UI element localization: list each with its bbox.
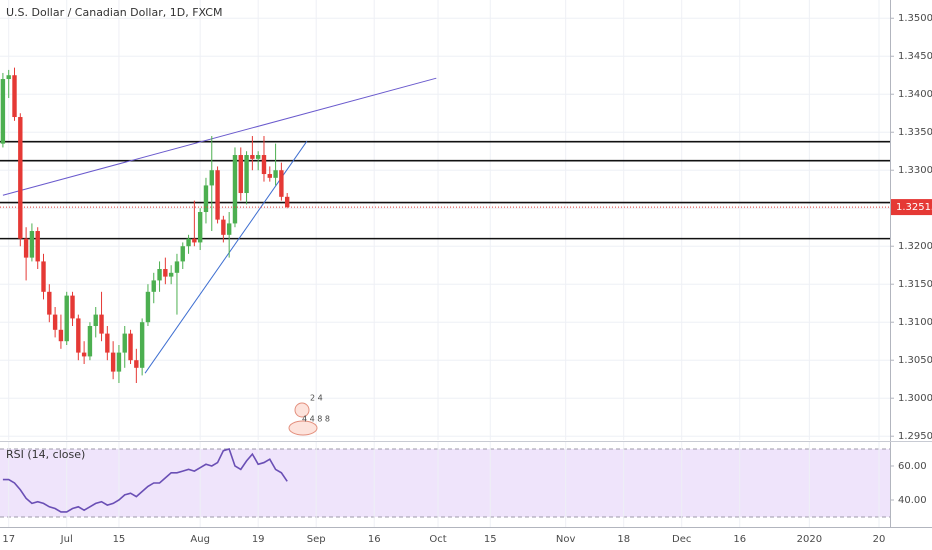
candle-body bbox=[81, 352, 87, 357]
event-icon bbox=[288, 420, 318, 436]
candle-body bbox=[232, 155, 238, 224]
candle-body bbox=[255, 155, 261, 159]
candle-body bbox=[215, 170, 220, 220]
event-label: 2 4 bbox=[310, 394, 323, 403]
candle-body bbox=[163, 269, 168, 277]
candle-body bbox=[238, 155, 243, 194]
y-tick-label: 40.00 bbox=[898, 495, 927, 506]
candle-body bbox=[93, 314, 98, 327]
x-tick-label: Nov bbox=[556, 534, 576, 545]
event-icon bbox=[294, 402, 310, 418]
candle-body bbox=[110, 352, 116, 372]
candle-body bbox=[151, 280, 156, 292]
x-tick-label: 20 bbox=[873, 534, 886, 545]
y-tick-label: 1.30000 bbox=[898, 393, 932, 404]
candle-body bbox=[47, 291, 52, 315]
candle-body bbox=[250, 155, 255, 159]
candle-body bbox=[197, 212, 203, 243]
rsi-band bbox=[0, 448, 890, 518]
candle-body bbox=[35, 231, 40, 262]
rsi-line bbox=[2, 447, 288, 513]
candle-body bbox=[279, 170, 284, 197]
trend-line bbox=[2, 77, 437, 196]
candle-body bbox=[70, 295, 75, 319]
x-tick-label: Aug bbox=[190, 534, 210, 545]
event-marker: 2 4 4 4 8 8 bbox=[288, 394, 330, 436]
y-tick-label: 1.34000 bbox=[898, 89, 932, 100]
candle-body bbox=[168, 272, 174, 277]
candle-body bbox=[41, 261, 46, 292]
y-tick-label: 60.00 bbox=[898, 461, 927, 472]
candle-body bbox=[122, 333, 127, 353]
candle-body bbox=[157, 269, 162, 281]
candle-body bbox=[284, 196, 290, 208]
y-tick-label: 1.35000 bbox=[898, 13, 932, 24]
candle-body bbox=[261, 155, 267, 175]
candle-body bbox=[145, 291, 151, 323]
candle-body bbox=[6, 75, 11, 80]
y-tick-label: 1.31500 bbox=[898, 279, 932, 290]
x-tick-label: Oct bbox=[429, 534, 446, 545]
candle-body bbox=[226, 223, 232, 235]
rsi-title: RSI (14, close) bbox=[6, 448, 85, 461]
candle-body bbox=[180, 246, 185, 262]
candle-body bbox=[116, 352, 122, 372]
candle-body bbox=[174, 261, 180, 273]
event-label: 4 4 8 8 bbox=[302, 415, 330, 424]
candle-body bbox=[244, 155, 249, 194]
candle-body bbox=[221, 219, 226, 235]
candle-body bbox=[23, 238, 29, 258]
last-price-box bbox=[891, 199, 932, 216]
candle-body bbox=[139, 322, 145, 368]
candle-body bbox=[273, 170, 278, 178]
candle-body bbox=[58, 329, 64, 342]
x-tick-label: 2020 bbox=[797, 534, 822, 545]
x-tick-label: 17 bbox=[2, 534, 15, 545]
candle-body bbox=[192, 238, 197, 243]
candle-body bbox=[87, 326, 93, 357]
candle-body bbox=[52, 314, 58, 330]
last-price-label: 1.32515 bbox=[896, 202, 932, 213]
x-tick-label: 15 bbox=[484, 534, 497, 545]
candle-body bbox=[203, 185, 209, 213]
x-tick-label: Jul bbox=[60, 534, 73, 545]
candle-body bbox=[267, 174, 272, 178]
candle-body bbox=[209, 170, 214, 186]
x-tick-label: 15 bbox=[113, 534, 126, 545]
candle-body bbox=[99, 314, 104, 334]
candle-body bbox=[18, 117, 23, 239]
y-tick-label: 1.32000 bbox=[898, 241, 932, 252]
x-tick-label: Dec bbox=[672, 534, 691, 545]
x-tick-label: 16 bbox=[368, 534, 381, 545]
y-tick-label: 1.29500 bbox=[898, 431, 932, 442]
y-tick-label: 1.31000 bbox=[898, 317, 932, 328]
y-tick-label: 1.34500 bbox=[898, 51, 932, 62]
candle-body bbox=[105, 333, 110, 353]
candle-body bbox=[12, 75, 17, 118]
candle-body bbox=[128, 333, 133, 361]
y-tick-label: 1.33500 bbox=[898, 127, 932, 138]
candle-body bbox=[64, 295, 69, 342]
candle-body bbox=[134, 360, 139, 368]
chart-title: U.S. Dollar / Canadian Dollar, 1D, FXCM bbox=[6, 6, 222, 19]
x-tick-label: 19 bbox=[252, 534, 265, 545]
candle-body bbox=[76, 318, 81, 353]
candle-body bbox=[186, 238, 191, 247]
x-tick-label: Sep bbox=[307, 534, 326, 545]
x-tick-label: 18 bbox=[617, 534, 630, 545]
x-tick-label: 16 bbox=[733, 534, 746, 545]
candle-body bbox=[29, 231, 35, 258]
y-tick-label: 1.30500 bbox=[898, 355, 932, 366]
candle-body bbox=[0, 79, 6, 144]
y-tick-label: 1.33000 bbox=[898, 165, 932, 176]
